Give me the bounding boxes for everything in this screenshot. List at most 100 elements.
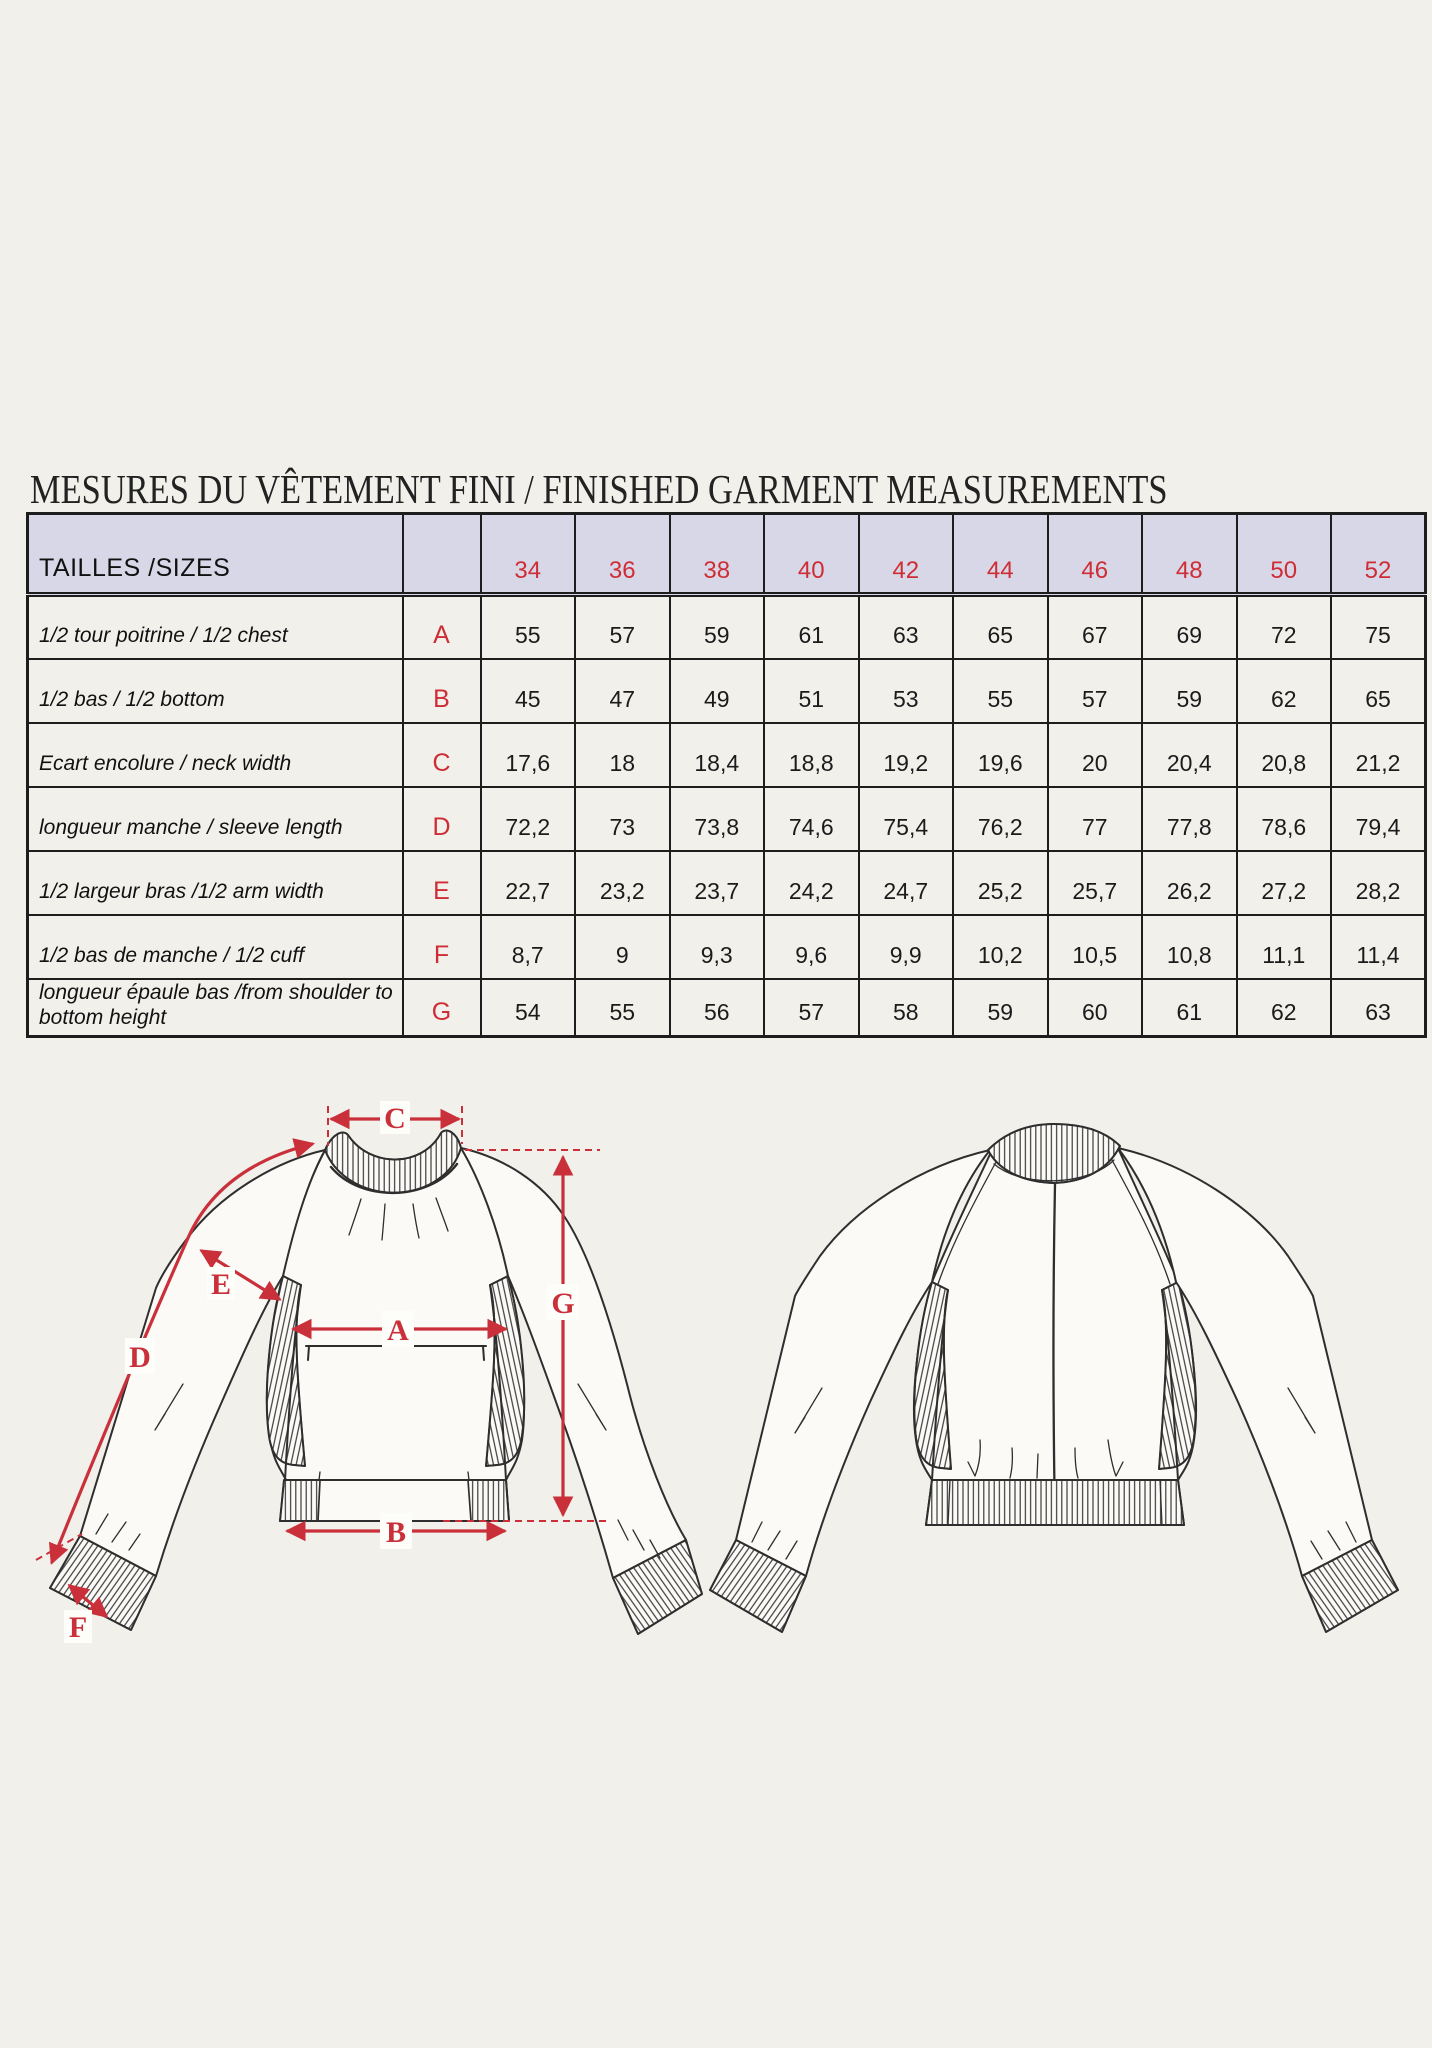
back-left-sleeve: [735, 1149, 991, 1577]
row-label: 1/2 largeur bras /1/2 arm width: [26, 849, 404, 916]
size-column-44: 44: [952, 512, 1049, 597]
cell-value: 11,1: [1235, 913, 1332, 980]
cell-value: 24,7: [857, 849, 954, 916]
cell-value: 10,8: [1141, 913, 1238, 980]
measure-label-e: E: [211, 1268, 231, 1301]
table-header-spacer: [401, 512, 482, 597]
back-collar: [987, 1123, 1121, 1184]
cell-value: 59: [952, 977, 1049, 1038]
cell-value: 22,7: [479, 849, 576, 916]
measurement-table: TAILLES /SIZES 34 36 38 40 42 44 46 48 5…: [26, 512, 1427, 1038]
cell-value: 23,2: [574, 849, 671, 916]
cell-value: 61: [763, 593, 860, 660]
size-column-38: 38: [668, 512, 765, 597]
cell-value: 73,8: [668, 785, 765, 852]
cell-value: 23,7: [668, 849, 765, 916]
size-column-34: 34: [479, 512, 576, 597]
size-column-50: 50: [1235, 512, 1332, 597]
cell-value: 67: [1046, 593, 1143, 660]
cell-value: 72: [1235, 593, 1332, 660]
cell-value: 51: [763, 657, 860, 724]
garment-back-view-diagram: [709, 1123, 1399, 1633]
cell-value: 47: [574, 657, 671, 724]
back-left-cuff: [709, 1521, 807, 1633]
cell-value: 53: [857, 657, 954, 724]
size-column-52: 52: [1330, 512, 1427, 597]
row-label: 1/2 bas / 1/2 bottom: [26, 657, 404, 724]
front-right-cuff: [612, 1519, 703, 1635]
cell-value: 17,6: [479, 721, 576, 788]
cell-value: 9,3: [668, 913, 765, 980]
cell-value: 79,4: [1330, 785, 1427, 852]
cell-value: 58: [857, 977, 954, 1038]
table-row-bottom: 1/2 bas / 1/2 bottom B 45 47 49 51 53 55…: [26, 657, 1427, 724]
table-row-sleeve-length: longueur manche / sleeve length D 72,2 7…: [26, 785, 1427, 852]
measure-label-g: G: [551, 1287, 574, 1320]
row-label: Ecart encolure / neck width: [26, 721, 404, 788]
cell-value: 74,6: [763, 785, 860, 852]
cell-value: 65: [1330, 657, 1427, 724]
row-label: longueur manche / sleeve length: [26, 785, 404, 852]
back-center-seam: [1052, 1182, 1057, 1524]
cell-value: 21,2: [1330, 721, 1427, 788]
cell-value: 56: [668, 977, 765, 1038]
back-right-sleeve: [1117, 1147, 1373, 1577]
cell-value: 62: [1235, 657, 1332, 724]
cell-value: 55: [952, 657, 1049, 724]
cell-value: 19,6: [952, 721, 1049, 788]
front-collar: [324, 1129, 462, 1241]
cell-value: 18,8: [763, 721, 860, 788]
row-label: 1/2 bas de manche / 1/2 cuff: [26, 913, 404, 980]
row-label: longueur épaule bas /from shoulder to bo…: [26, 977, 404, 1038]
size-column-46: 46: [1046, 512, 1143, 597]
size-column-42: 42: [857, 512, 954, 597]
row-letter: D: [401, 785, 482, 852]
cell-value: 57: [1046, 657, 1143, 724]
cell-value: 26,2: [1141, 849, 1238, 916]
row-letter: G: [401, 977, 482, 1038]
cell-value: 75,4: [857, 785, 954, 852]
table-row-shoulder-to-bottom: longueur épaule bas /from shoulder to bo…: [26, 977, 1427, 1038]
cell-value: 28,2: [1330, 849, 1427, 916]
table-header-label: TAILLES /SIZES: [26, 512, 404, 597]
cell-value: 25,7: [1046, 849, 1143, 916]
cell-value: 61: [1141, 977, 1238, 1038]
cell-value: 76,2: [952, 785, 1049, 852]
cell-value: 60: [1046, 977, 1143, 1038]
cell-value: 10,2: [952, 913, 1049, 980]
row-letter: A: [401, 593, 482, 660]
cell-value: 18,4: [668, 721, 765, 788]
cell-value: 9,6: [763, 913, 860, 980]
cell-value: 8,7: [479, 913, 576, 980]
table-row-cuff: 1/2 bas de manche / 1/2 cuff F 8,7 9 9,3…: [26, 913, 1427, 980]
cell-value: 24,2: [763, 849, 860, 916]
back-right-cuff: [1301, 1521, 1399, 1633]
cell-value: 57: [574, 593, 671, 660]
cell-value: 55: [479, 593, 576, 660]
cell-value: 59: [1141, 657, 1238, 724]
cell-value: 72,2: [479, 785, 576, 852]
cell-value: 55: [574, 977, 671, 1038]
garment-front-view-diagram: C G A B D E F: [35, 1101, 703, 1644]
cell-value: 63: [857, 593, 954, 660]
cell-value: 20,4: [1141, 721, 1238, 788]
cell-value: 75: [1330, 593, 1427, 660]
cell-value: 18: [574, 721, 671, 788]
size-column-36: 36: [574, 512, 671, 597]
measure-label-f: F: [69, 1611, 87, 1644]
measure-label-c: C: [384, 1102, 406, 1135]
cell-value: 59: [668, 593, 765, 660]
cell-value: 65: [952, 593, 1049, 660]
back-hem-band: [925, 1479, 1185, 1526]
cell-value: 27,2: [1235, 849, 1332, 916]
row-letter: C: [401, 721, 482, 788]
cell-value: 19,2: [857, 721, 954, 788]
cell-value: 63: [1330, 977, 1427, 1038]
cell-value: 49: [668, 657, 765, 724]
row-letter: B: [401, 657, 482, 724]
row-label: 1/2 tour poitrine / 1/2 chest: [26, 593, 404, 660]
cell-value: 69: [1141, 593, 1238, 660]
cell-value: 9: [574, 913, 671, 980]
cell-value: 62: [1235, 977, 1332, 1038]
cell-value: 9,9: [857, 913, 954, 980]
